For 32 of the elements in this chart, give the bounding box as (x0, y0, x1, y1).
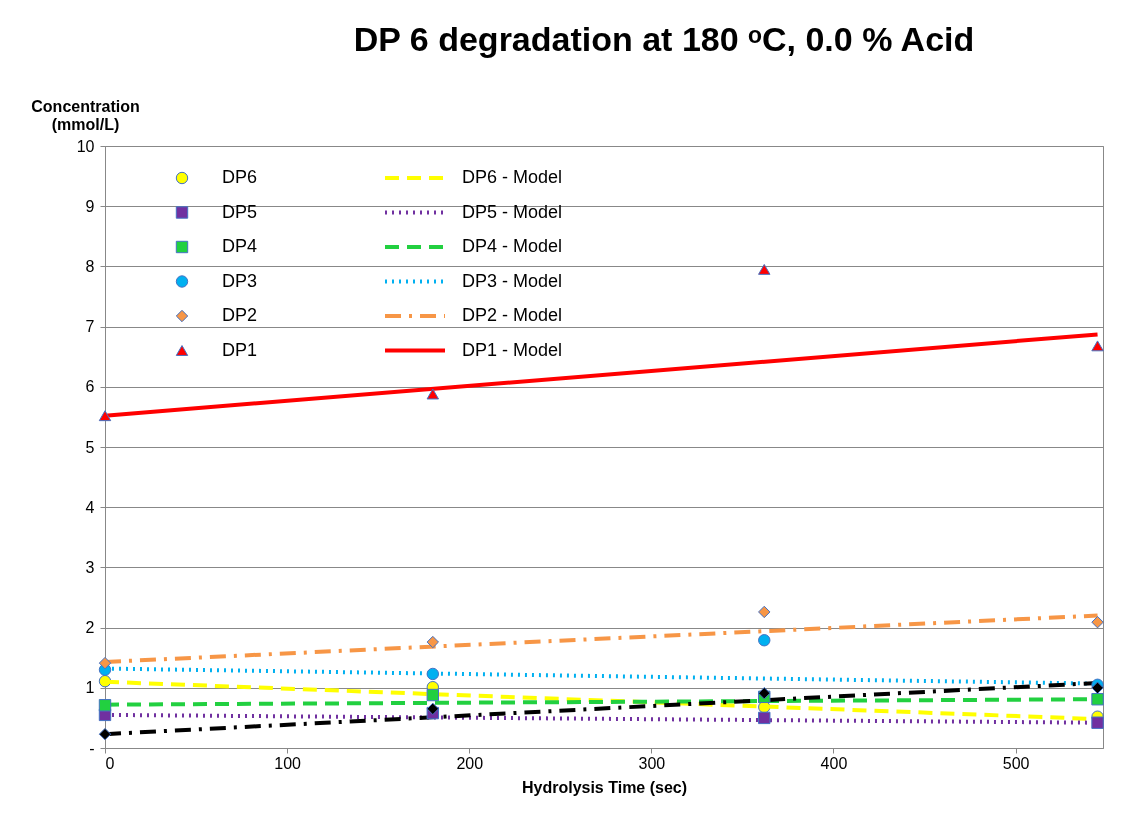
x-tick-label: 300 (638, 754, 666, 772)
legend-label: DP3 (222, 270, 258, 291)
x-tick-label: 500 (1002, 754, 1030, 772)
y-tick-label: 1 (85, 679, 95, 697)
legend-label: DP2 (222, 305, 258, 325)
y-tick-label: 9 (85, 197, 95, 215)
y-tick-label: 10 (76, 137, 95, 155)
legend-label: DP3 - Model (462, 270, 563, 291)
y-tick-label: 4 (85, 498, 95, 516)
y-axis-title: Concentration (mmol/L) (31, 97, 140, 133)
legend-label: DP4 (222, 236, 258, 256)
x-tick-label: 200 (456, 754, 484, 772)
y-tick-label: 7 (85, 318, 95, 336)
legend-label: DP5 (222, 201, 258, 222)
legend-label: DP1 - Model (462, 339, 563, 360)
x-axis-title: Hydrolysis Time (sec) (521, 778, 688, 796)
y-tick-label: 5 (85, 438, 95, 456)
x-tick-label: 0 (105, 754, 115, 772)
legend-label: DP5 - Model (462, 201, 563, 222)
x-tick-label: 400 (820, 754, 848, 772)
legend-label: DP2 - Model (462, 305, 563, 325)
x-tick-label: 100 (274, 754, 302, 772)
y-tick-label: 6 (85, 378, 95, 396)
y-tick-label: 8 (85, 257, 95, 275)
legend-label: DP6 (222, 167, 258, 187)
y-tick-label: - (89, 739, 95, 757)
legend-label: DP4 - Model (462, 236, 563, 256)
y-tick-label: 2 (85, 619, 95, 637)
y-tick-label: 3 (85, 558, 95, 576)
chart-title: DP 6 degradation at 180 ᵒC, 0.0 % Acid (353, 20, 975, 58)
legend-label: DP1 (222, 339, 258, 360)
legend-label: DP6 - Model (462, 167, 563, 187)
